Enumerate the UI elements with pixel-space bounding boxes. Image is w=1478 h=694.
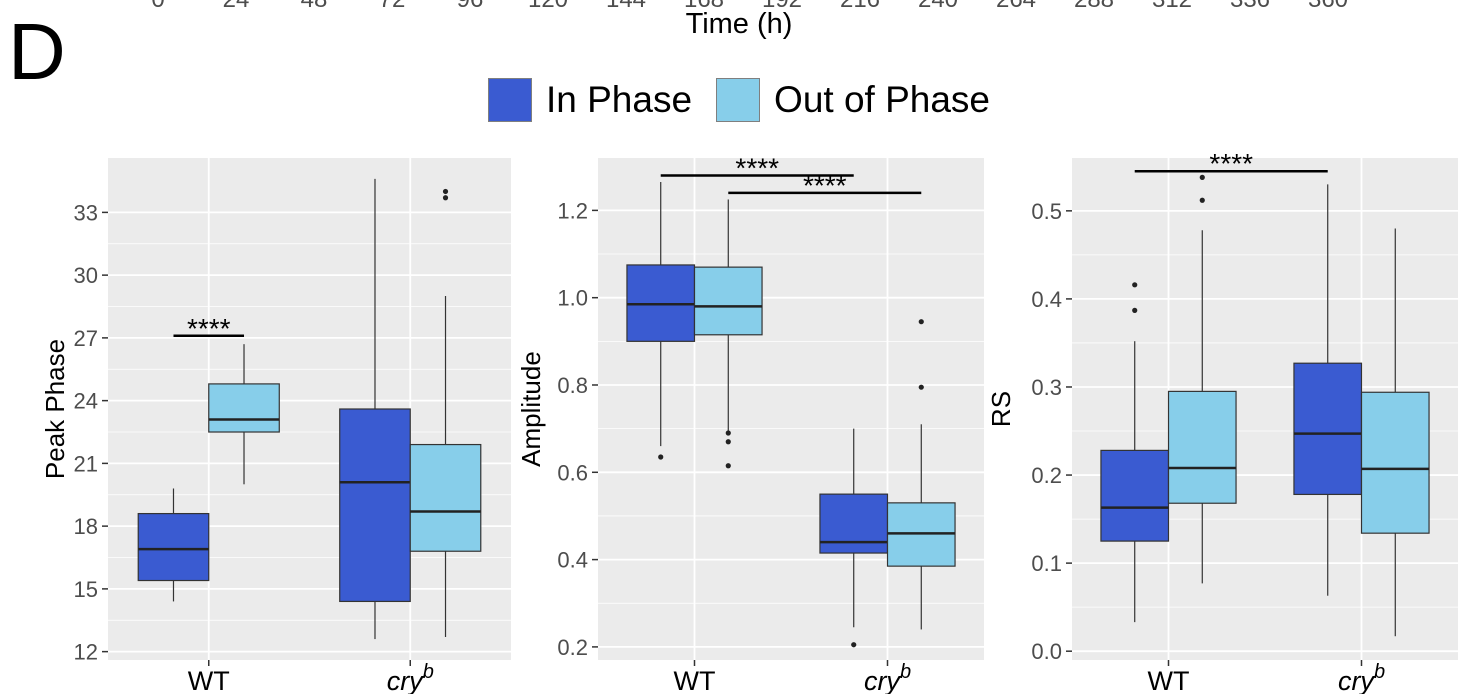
outlier-point	[1199, 174, 1205, 180]
box-in-phase	[819, 493, 889, 554]
box-out-of-phase	[1360, 391, 1430, 534]
outlier-point	[442, 195, 449, 201]
box-out-of-phase	[693, 266, 763, 336]
outlier-point	[725, 463, 731, 469]
box-in-phase	[1100, 449, 1170, 542]
legend-label-out-of-phase: Out of Phase	[774, 79, 991, 120]
top-axis-tick-label: 192	[762, 0, 802, 14]
y-axis-title: Peak Phase	[40, 339, 70, 479]
legend-item-out-of-phase: Out of Phase	[716, 78, 990, 122]
legend-swatch-in-phase	[487, 78, 532, 122]
y-axis-tick-label: 15	[74, 577, 98, 602]
plot-panel-background	[598, 158, 984, 660]
significance-label: ****	[735, 152, 779, 183]
significance-label: ****	[803, 170, 847, 201]
top-axis-tick-label: 264	[996, 0, 1036, 14]
y-axis-tick-label: 21	[74, 451, 98, 476]
y-axis-tick-label: 0.3	[1031, 375, 1062, 400]
y-axis-tick-label: 0.5	[1031, 199, 1062, 224]
outlier-point	[658, 454, 664, 460]
top-axis-title: Time (h)	[685, 8, 793, 40]
x-axis-category-label: cryb	[387, 661, 434, 694]
outlier-point	[851, 642, 857, 648]
x-axis-category-label: cryb	[1338, 661, 1385, 694]
legend: In Phase Out of Phase	[0, 78, 1478, 122]
top-axis-tick-label: 120	[528, 0, 568, 14]
top-axis-tick-label: 144	[606, 0, 646, 14]
top-axis-tick-label: 360	[1308, 0, 1348, 14]
y-axis-tick-label: 0.0	[1031, 639, 1062, 664]
y-axis-tick-label: 0.6	[557, 460, 588, 485]
outlier-point	[725, 430, 731, 436]
y-axis-tick-label: 33	[74, 200, 98, 225]
top-axis-tick-label: 216	[840, 0, 880, 14]
y-axis-tick-label: 0.8	[557, 373, 588, 398]
legend-label-in-phase: In Phase	[545, 79, 693, 120]
y-axis-tick-label: 24	[74, 389, 98, 414]
y-axis-tick-label: 1.0	[557, 286, 588, 311]
outlier-point	[1199, 197, 1205, 203]
y-axis-tick-label: 1.2	[557, 198, 588, 223]
top-axis-tick-label: 96	[457, 0, 484, 14]
outlier-point	[1132, 307, 1138, 313]
outlier-point	[442, 188, 449, 195]
legend-item-in-phase: In Phase	[487, 78, 693, 122]
y-axis-tick-label: 0.4	[1031, 287, 1062, 312]
y-axis-tick-label: 27	[74, 326, 98, 351]
x-axis-category-label: WT	[1148, 666, 1190, 694]
y-axis-tick-label: 0.2	[1031, 463, 1062, 488]
y-axis-title: RS	[986, 391, 1016, 427]
box-out-of-phase	[409, 443, 482, 552]
top-axis-tick-label: 24	[223, 0, 250, 14]
top-axis-tick-label: 240	[918, 0, 958, 14]
top-axis-tick-label: 0	[151, 0, 164, 14]
box-out-of-phase	[208, 383, 280, 433]
top-axis-tick-label: 312	[1152, 0, 1192, 14]
outlier-point	[918, 319, 924, 325]
box-in-phase	[339, 408, 411, 603]
significance-label: ****	[187, 313, 231, 344]
top-axis-tick-label: 288	[1074, 0, 1114, 14]
y-axis-tick-label: 12	[74, 640, 98, 665]
plot-panel-background	[108, 158, 511, 660]
box-in-phase	[137, 512, 210, 582]
outlier-point	[1132, 282, 1138, 288]
y-axis-tick-label: 18	[74, 514, 98, 539]
top-axis-tick-labels: 0 24 48 72 96 120 144 168 192 216 240 264 288 312 336 3…	[0, 0, 1478, 14]
outlier-point	[725, 439, 731, 445]
top-axis-tick-label: 168	[684, 0, 724, 14]
panel-letter: D	[8, 7, 66, 96]
box-out-of-phase	[1167, 390, 1237, 504]
legend-swatch-out-of-phase	[716, 78, 761, 122]
x-axis-category-label: WT	[674, 666, 716, 694]
y-axis-tick-label: 0.2	[557, 635, 588, 660]
x-axis-category-label: cryb	[864, 661, 911, 694]
significance-label: ****	[1209, 148, 1253, 179]
y-axis-tick-label: 0.1	[1031, 551, 1062, 576]
x-axis-category-label: WT	[188, 666, 230, 694]
outlier-point	[918, 384, 924, 390]
y-axis-tick-label: 30	[74, 263, 98, 288]
y-axis-tick-label: 0.4	[557, 548, 588, 573]
top-axis-tick-label: 48	[301, 0, 328, 14]
y-axis-title: Amplitude	[516, 351, 546, 467]
box-in-phase	[1293, 362, 1363, 496]
top-axis-tick-label: 336	[1230, 0, 1270, 14]
top-axis-tick-label: 72	[379, 0, 406, 14]
